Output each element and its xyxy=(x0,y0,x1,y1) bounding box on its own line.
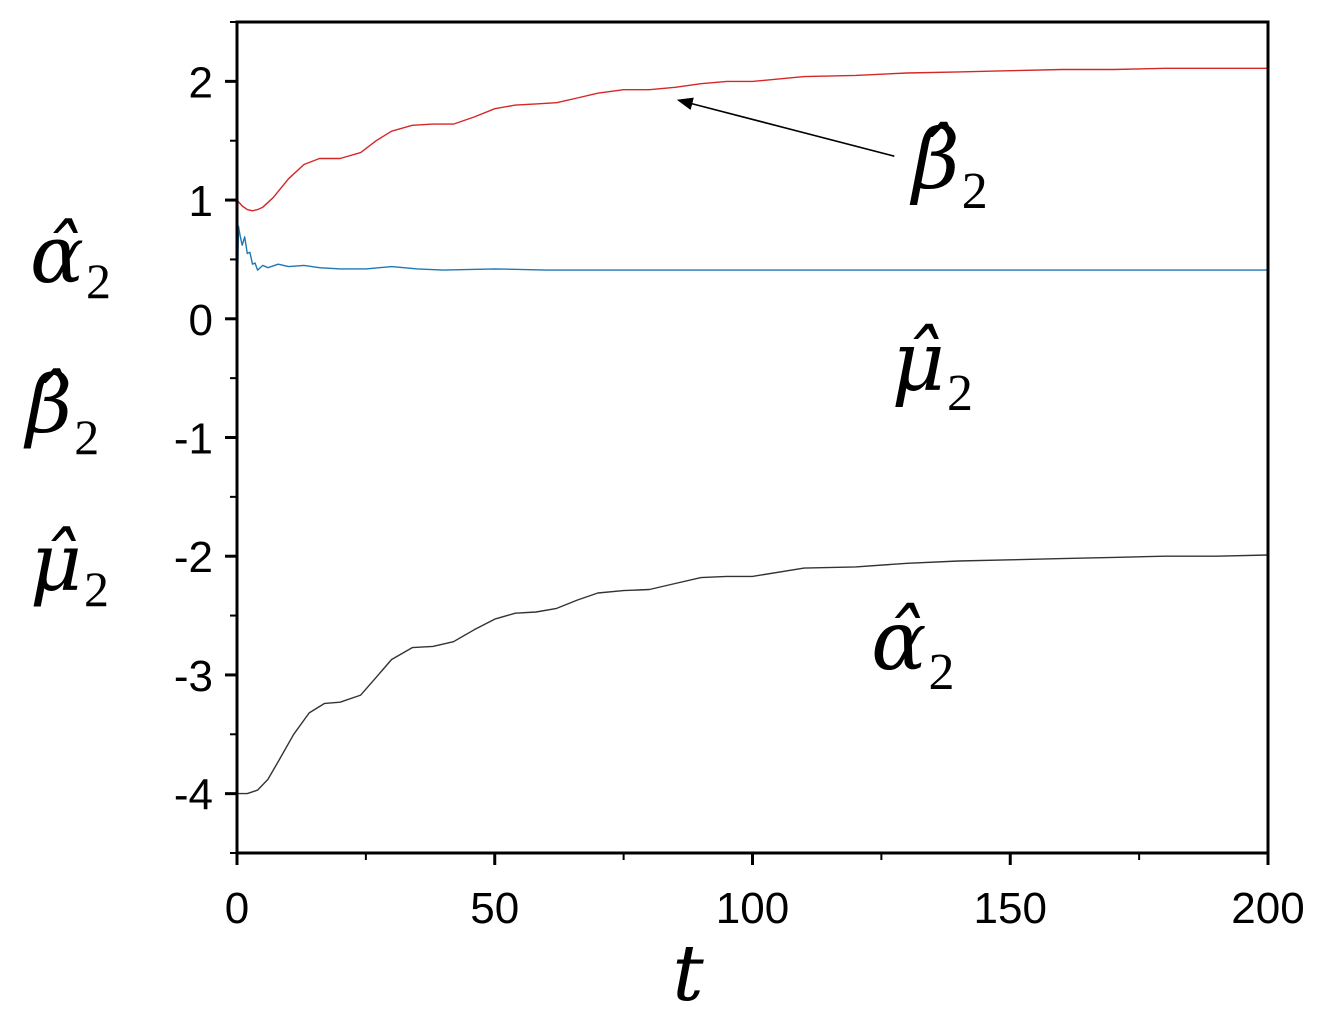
series-line-0 xyxy=(236,67,1268,212)
y-tick-label-6: 2 xyxy=(189,58,213,107)
series-layer xyxy=(236,67,1269,795)
x-tick-label-0: 0 xyxy=(225,884,249,933)
annotation-label-sub-2: 2 xyxy=(928,644,954,701)
annotation-label-sub-1: 2 xyxy=(947,365,973,422)
y-axis-label: α̂2 β̂2 μ̂2 xyxy=(23,208,111,617)
y-axis-label-mu: μ̂2 xyxy=(30,516,109,617)
annotation-label-1: μ̂2 xyxy=(892,315,973,422)
y-axis-label-beta: β̂2 xyxy=(23,358,99,465)
x-tick-label-4: 200 xyxy=(1231,884,1304,933)
y-axis-label-mu-sub: 2 xyxy=(84,561,109,617)
y-tick-label-3: -1 xyxy=(174,415,213,464)
series-line-2 xyxy=(237,554,1269,795)
x-tick-label-2: 100 xyxy=(716,884,789,933)
y-tick-label-2: -2 xyxy=(174,533,213,582)
x-tick-label-1: 50 xyxy=(470,884,519,933)
y-axis-label-alpha: α̂2 xyxy=(30,208,111,309)
y-axis-label-alpha-sub: 2 xyxy=(86,253,111,309)
y-tick-label-4: 0 xyxy=(189,296,213,345)
x-tick-label-3: 150 xyxy=(974,884,1047,933)
y-axis-label-beta-sub: 2 xyxy=(74,409,99,465)
series-line-1 xyxy=(236,225,1268,319)
axes: 0 50 100 150 200 -4 -3 -2 -1 0 1 2 xyxy=(174,20,1305,933)
annotation-label-2: α̂2 xyxy=(871,594,954,701)
y-tick-label-1: -3 xyxy=(174,652,213,701)
x-axis-label: t xyxy=(672,929,704,1019)
y-tick-label-5: 1 xyxy=(189,177,213,226)
plot-frame xyxy=(235,20,1270,855)
annotation-label-0: β̂2 xyxy=(909,113,987,220)
annotation-label-sub-0: 2 xyxy=(962,163,988,220)
y-tick-label-0: -4 xyxy=(174,771,213,820)
annotation-arrow-0 xyxy=(676,97,895,157)
annotation-layer: β̂2 μ̂2 α̂2 xyxy=(676,97,988,701)
